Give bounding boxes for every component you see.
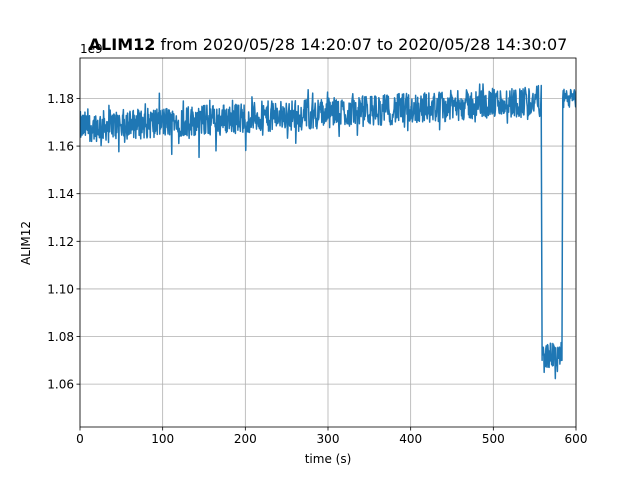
plot-area: [80, 83, 576, 380]
x-tick-label: 0: [76, 432, 84, 446]
chart-title-rest: from 2020/05/28 14:20:07 to 2020/05/28 1…: [155, 35, 567, 54]
y-tick-label: 1.06: [47, 378, 74, 392]
x-tick-label: 600: [565, 432, 588, 446]
x-tick-label: 300: [317, 432, 340, 446]
x-tick-label: 100: [151, 432, 174, 446]
x-tick-label: 400: [399, 432, 422, 446]
x-tick-label: 500: [482, 432, 505, 446]
y-tick-label: 1.08: [47, 330, 74, 344]
y-tick-label: 1.18: [47, 92, 74, 106]
y-tick-label: 1.16: [47, 140, 74, 154]
x-axis-label: time (s): [305, 452, 352, 466]
chart-title-bold: ALIM12: [89, 35, 156, 54]
series-line-alim12: [80, 83, 576, 380]
chart-title: ALIM12 from 2020/05/28 14:20:07 to 2020/…: [89, 35, 568, 54]
y-axis-label: ALIM12: [19, 221, 33, 265]
y-tick-label: 1.14: [47, 187, 74, 201]
y-axis: 1.06 1.08 1.10 1.12 1.14 1.16 1.18: [47, 92, 80, 392]
y-tick-label: 1.10: [47, 282, 74, 296]
x-tick-label: 200: [234, 432, 257, 446]
y-tick-label: 1.12: [47, 235, 74, 249]
x-axis: 0 100 200 300 400 500 600: [76, 427, 587, 446]
y-offset-text: 1e9: [80, 42, 103, 56]
